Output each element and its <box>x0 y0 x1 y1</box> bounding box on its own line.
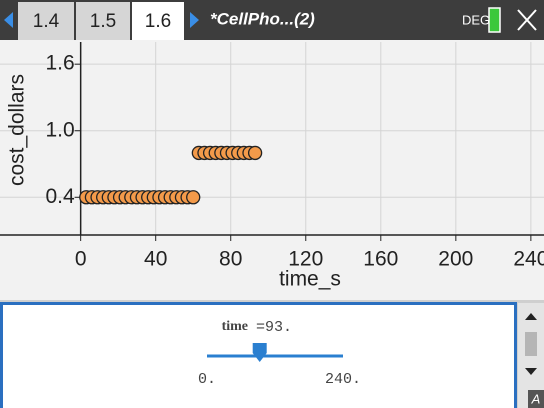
tab[interactable] <box>18 2 74 40</box>
tab[interactable] <box>76 2 130 40</box>
x-tick-label: 40 <box>144 248 167 271</box>
x-tick-label: 120 <box>288 248 323 271</box>
x-tick-label: 200 <box>438 248 473 271</box>
data-point <box>247 145 263 161</box>
y-tick-label: 0.4 <box>45 185 75 208</box>
corner-box <box>528 390 544 408</box>
graph-area <box>0 40 544 300</box>
angle-mode: DEG <box>462 12 490 27</box>
slider-min-label: 0. <box>198 371 216 388</box>
x-tick-label: 0 <box>75 248 87 271</box>
x-axis-label: time_s <box>279 268 341 291</box>
x-tick-label: 80 <box>219 248 242 271</box>
corner-label: A <box>531 391 541 406</box>
scroll-up[interactable] <box>525 313 537 320</box>
slider-variable: time <box>222 319 248 334</box>
y-axis-label: cost_dollars <box>6 74 29 186</box>
tab-scroll-left[interactable] <box>4 12 13 28</box>
y-tick-label: 1.0 <box>45 118 74 141</box>
tab-label: 1.4 <box>33 11 60 32</box>
x-tick-label: 160 <box>363 248 398 271</box>
document-title: *CellPho...(2) <box>210 9 315 28</box>
battery <box>488 7 501 33</box>
data-point <box>186 190 201 205</box>
close-button[interactable] <box>517 9 537 31</box>
slider-readout: =93. <box>256 319 292 336</box>
y-tick-label: 1.6 <box>45 52 74 75</box>
slider-thumb[interactable] <box>252 343 267 362</box>
tab-scroll-right[interactable] <box>190 12 199 28</box>
tab-label: 1.5 <box>90 11 116 32</box>
scroll-thumb[interactable] <box>525 332 537 356</box>
tab-label: 1.6 <box>145 11 171 32</box>
scroll-down[interactable] <box>525 368 537 375</box>
slider-max-label: 240. <box>325 371 361 388</box>
x-tick-label: 240 <box>513 248 544 271</box>
tab-active[interactable] <box>132 2 184 42</box>
